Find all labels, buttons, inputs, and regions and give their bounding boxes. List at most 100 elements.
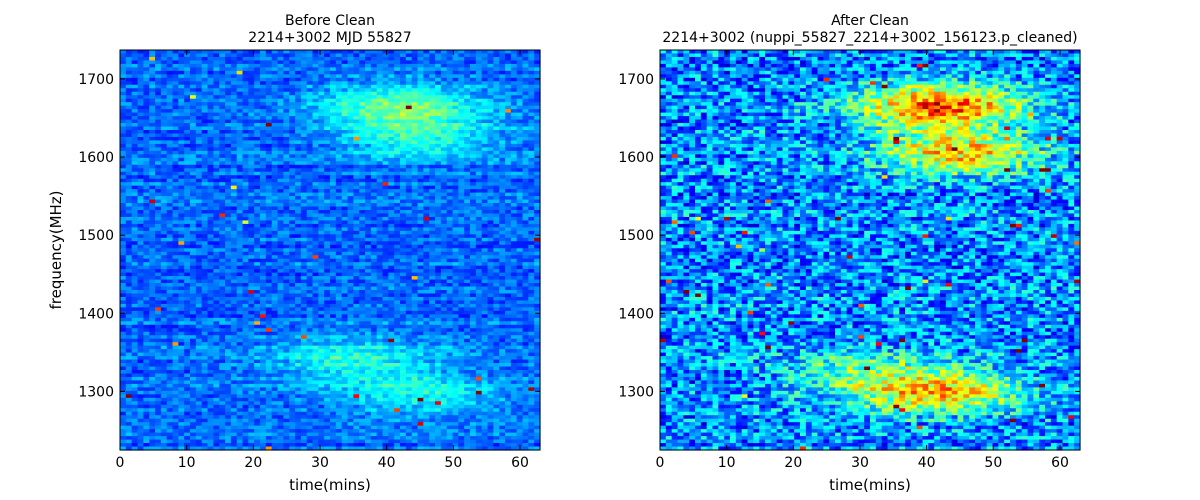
heatmap-cell bbox=[318, 91, 325, 96]
heatmap-cell bbox=[370, 237, 378, 242]
heatmap-cell bbox=[213, 251, 220, 256]
heatmap-cell bbox=[166, 60, 174, 65]
heatmap-cell bbox=[254, 60, 261, 65]
heatmap-cell bbox=[184, 161, 191, 166]
heatmap-cell bbox=[289, 279, 296, 284]
heatmap-cell bbox=[125, 279, 133, 284]
heatmap-cell bbox=[131, 147, 139, 152]
heatmap-cell bbox=[505, 119, 512, 124]
heatmap-cell bbox=[178, 216, 185, 222]
heatmap-cell bbox=[423, 112, 430, 117]
heatmap-cell bbox=[225, 258, 232, 263]
heatmap-cell bbox=[405, 74, 413, 79]
heatmap-cell bbox=[236, 244, 244, 249]
heatmap-cell bbox=[370, 164, 378, 169]
heatmap-cell bbox=[522, 150, 529, 155]
heatmap-cell bbox=[330, 199, 337, 204]
heatmap-cell bbox=[225, 251, 232, 256]
heatmap-cell bbox=[155, 95, 162, 100]
heatmap-cell bbox=[481, 223, 489, 228]
heatmap-cell bbox=[487, 116, 494, 121]
heatmap-cell bbox=[388, 276, 395, 281]
heatmap-cell bbox=[143, 185, 150, 190]
heatmap-cell bbox=[125, 216, 133, 222]
heatmap-cell bbox=[440, 140, 448, 145]
heatmap-cell bbox=[277, 182, 284, 187]
heatmap-cell bbox=[365, 237, 372, 242]
heatmap-cell bbox=[137, 50, 144, 55]
heatmap-cell bbox=[300, 171, 308, 176]
heatmap-cell bbox=[324, 241, 331, 246]
heatmap-cell bbox=[388, 241, 395, 246]
heatmap-cell bbox=[458, 203, 465, 208]
heatmap-cell bbox=[172, 154, 179, 159]
heatmap-cell bbox=[347, 150, 354, 155]
heatmap-cell bbox=[172, 112, 179, 117]
heatmap-cell bbox=[394, 223, 401, 228]
heatmap-cell bbox=[207, 210, 214, 215]
heatmap-cell bbox=[236, 140, 244, 145]
heatmap-cell bbox=[522, 244, 529, 249]
heatmap-cell bbox=[505, 227, 512, 232]
heatmap-cell bbox=[254, 164, 261, 169]
heatmap-cell bbox=[446, 60, 454, 65]
heatmap-cell bbox=[452, 123, 459, 128]
heatmap-cell bbox=[464, 262, 471, 267]
heatmap-cell bbox=[516, 216, 524, 222]
heatmap-cell bbox=[475, 63, 483, 68]
heatmap-cell bbox=[131, 251, 139, 256]
heatmap-cell bbox=[219, 283, 226, 288]
heatmap-cell bbox=[522, 199, 529, 204]
heatmap-cell bbox=[429, 265, 436, 270]
heatmap-cell bbox=[295, 265, 302, 270]
heatmap-cell bbox=[178, 154, 185, 159]
heatmap-cell bbox=[160, 168, 168, 173]
heatmap-cell bbox=[225, 241, 232, 246]
heatmap-cell bbox=[289, 216, 296, 222]
heatmap-cell bbox=[306, 199, 314, 204]
heatmap-cell bbox=[522, 91, 529, 96]
heatmap-cell bbox=[318, 123, 325, 128]
heatmap-cell bbox=[440, 63, 448, 68]
heatmap-cell bbox=[452, 102, 459, 107]
heatmap-cell bbox=[125, 98, 133, 103]
heatmap-cell bbox=[324, 237, 331, 242]
heatmap-cell bbox=[423, 192, 430, 197]
heatmap-cell bbox=[475, 74, 483, 79]
heatmap-cell bbox=[190, 98, 197, 103]
heatmap-cell bbox=[382, 178, 389, 183]
heatmap-cell bbox=[405, 241, 413, 246]
heatmap-cell bbox=[347, 279, 354, 284]
heatmap-cell bbox=[411, 95, 419, 100]
heatmap-cell bbox=[347, 168, 354, 173]
heatmap-cell bbox=[125, 171, 133, 176]
heatmap-cell bbox=[254, 126, 261, 131]
heatmap-cell bbox=[440, 50, 448, 55]
heatmap-cell bbox=[394, 251, 401, 256]
heatmap-cell bbox=[300, 67, 308, 72]
heatmap-cell bbox=[528, 154, 535, 159]
heatmap-cell bbox=[464, 70, 471, 75]
heatmap-cell bbox=[411, 223, 419, 228]
heatmap-cell bbox=[452, 74, 459, 79]
heatmap-cell bbox=[534, 154, 541, 159]
heatmap-cell bbox=[265, 140, 273, 145]
heatmap-cell bbox=[324, 102, 331, 107]
heatmap-cell bbox=[481, 175, 489, 180]
heatmap-cell bbox=[510, 283, 518, 288]
heatmap-cell bbox=[405, 95, 413, 100]
heatmap-cell bbox=[376, 143, 384, 148]
heatmap-cell bbox=[365, 178, 372, 183]
heatmap-cell bbox=[190, 102, 197, 107]
heatmap-cell bbox=[306, 178, 314, 183]
heatmap-cell bbox=[487, 105, 494, 110]
heatmap-cell bbox=[446, 168, 454, 173]
heatmap-cell bbox=[335, 272, 343, 277]
heatmap-cell bbox=[265, 199, 273, 204]
heatmap-cell bbox=[516, 88, 524, 93]
heatmap-cell bbox=[207, 175, 214, 180]
heatmap-cell bbox=[195, 143, 203, 148]
heatmap-cell bbox=[254, 237, 261, 242]
heatmap-cell bbox=[230, 88, 238, 93]
heatmap-cell bbox=[289, 203, 296, 208]
